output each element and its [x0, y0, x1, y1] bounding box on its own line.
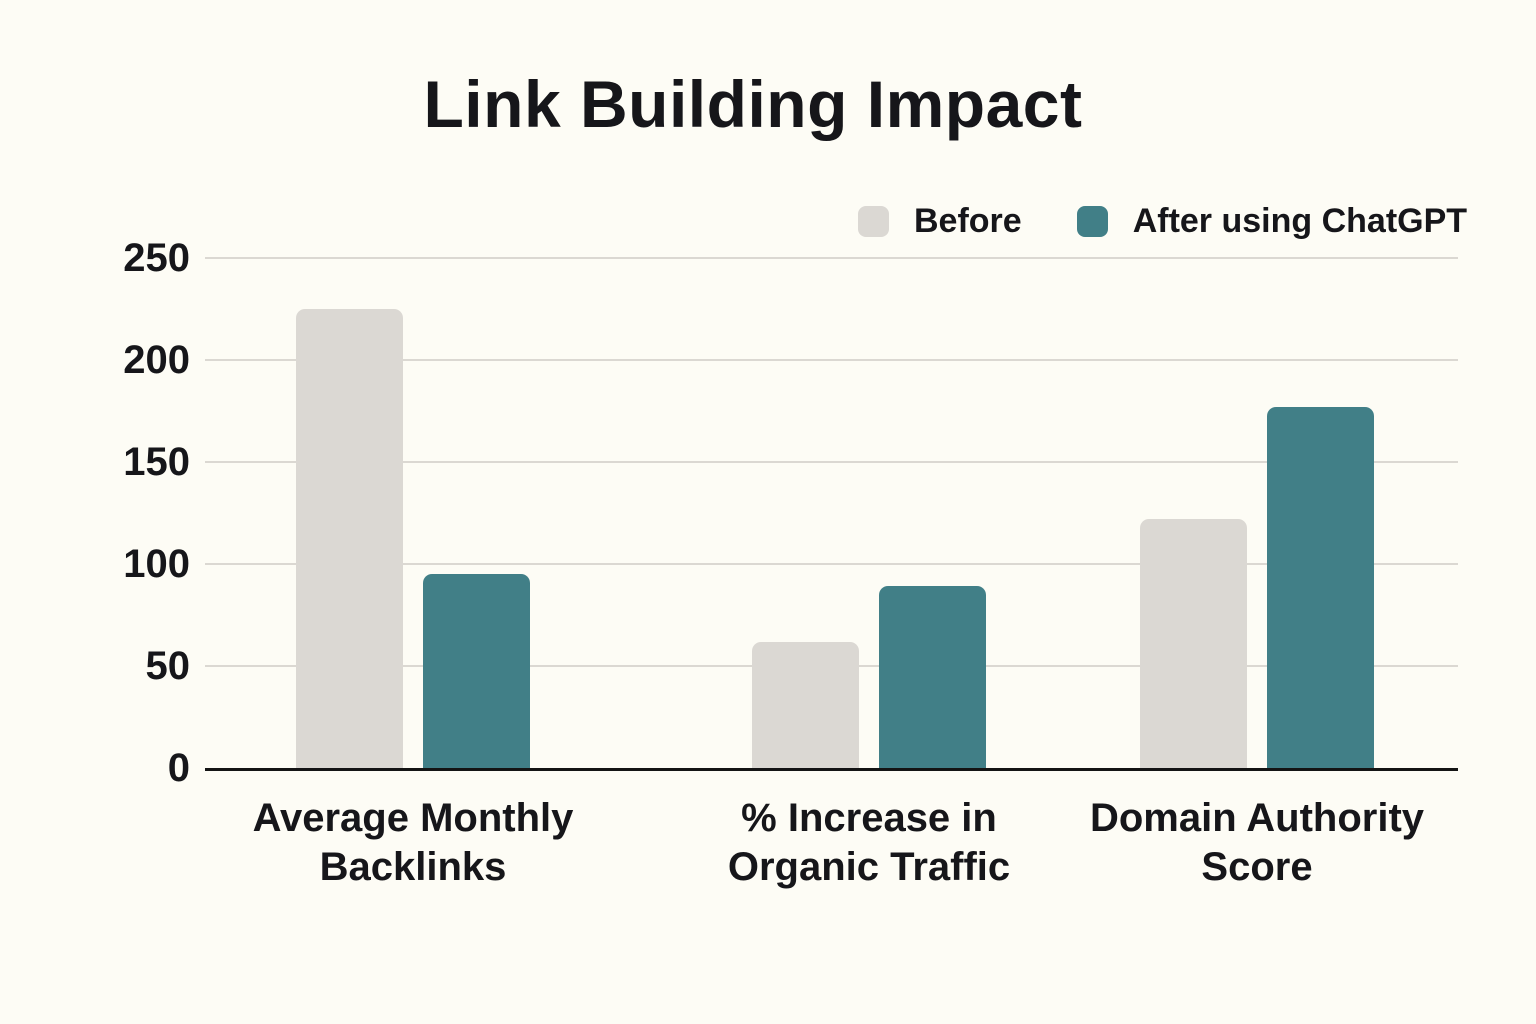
y-tick-label-200: 200: [123, 338, 190, 382]
category-label-line: Organic Traffic: [727, 845, 1011, 889]
category-label-line: Backlinks: [319, 845, 507, 889]
legend-label: After using ChatGPT: [1132, 202, 1468, 240]
y-tick-label-50: 50: [145, 644, 191, 688]
category-label-line: % Increase in: [741, 796, 997, 840]
y-tick-label-150: 150: [123, 440, 190, 484]
bar-before-increase-in-organic-traffic: [752, 641, 859, 768]
legend: Before After using ChatGPT: [858, 202, 1467, 241]
bar-after-using-chatgpt-average-monthly-backlinks: [423, 574, 530, 768]
legend-swatch-icon: [1076, 206, 1108, 237]
y-tick-label-100: 100: [123, 542, 190, 586]
legend-swatch-icon: [858, 206, 889, 237]
gridline-150: [205, 461, 1458, 463]
chart-title: Link Building Impact: [423, 67, 1083, 141]
bar-after-using-chatgpt-domain-authority-score: [1267, 406, 1374, 768]
bar-before-domain-authority-score: [1140, 519, 1247, 768]
bar-after-using-chatgpt-increase-in-organic-traffic: [879, 586, 986, 768]
category-label-domain-authority-score: Domain Authority Score: [997, 794, 1517, 892]
y-tick-label-0: 0: [167, 746, 190, 790]
gridline-100: [205, 563, 1458, 565]
category-label-increase-in-organic-traffic: % Increase in Organic Traffic: [609, 794, 1129, 892]
category-label-line: Domain Authority: [1089, 796, 1425, 840]
legend-label: Before: [914, 202, 1022, 240]
legend-item-before: Before: [858, 202, 1022, 241]
category-label-average-monthly-backlinks: Average Monthly Backlinks: [153, 794, 673, 892]
category-label-line: Average Monthly: [252, 796, 574, 840]
y-axis: 0 50 100 150 200 250: [0, 236, 191, 790]
category-label-line: Score: [1201, 845, 1313, 889]
legend-item-after-using-chatgpt: After using ChatGPT: [1076, 202, 1468, 241]
y-tick-label-250: 250: [123, 236, 190, 280]
x-axis-line: [205, 768, 1458, 771]
gridline-250: [205, 257, 1458, 259]
plot-area: [205, 257, 1458, 771]
bar-before-average-monthly-backlinks: [296, 309, 403, 768]
gridline-200: [205, 359, 1458, 361]
